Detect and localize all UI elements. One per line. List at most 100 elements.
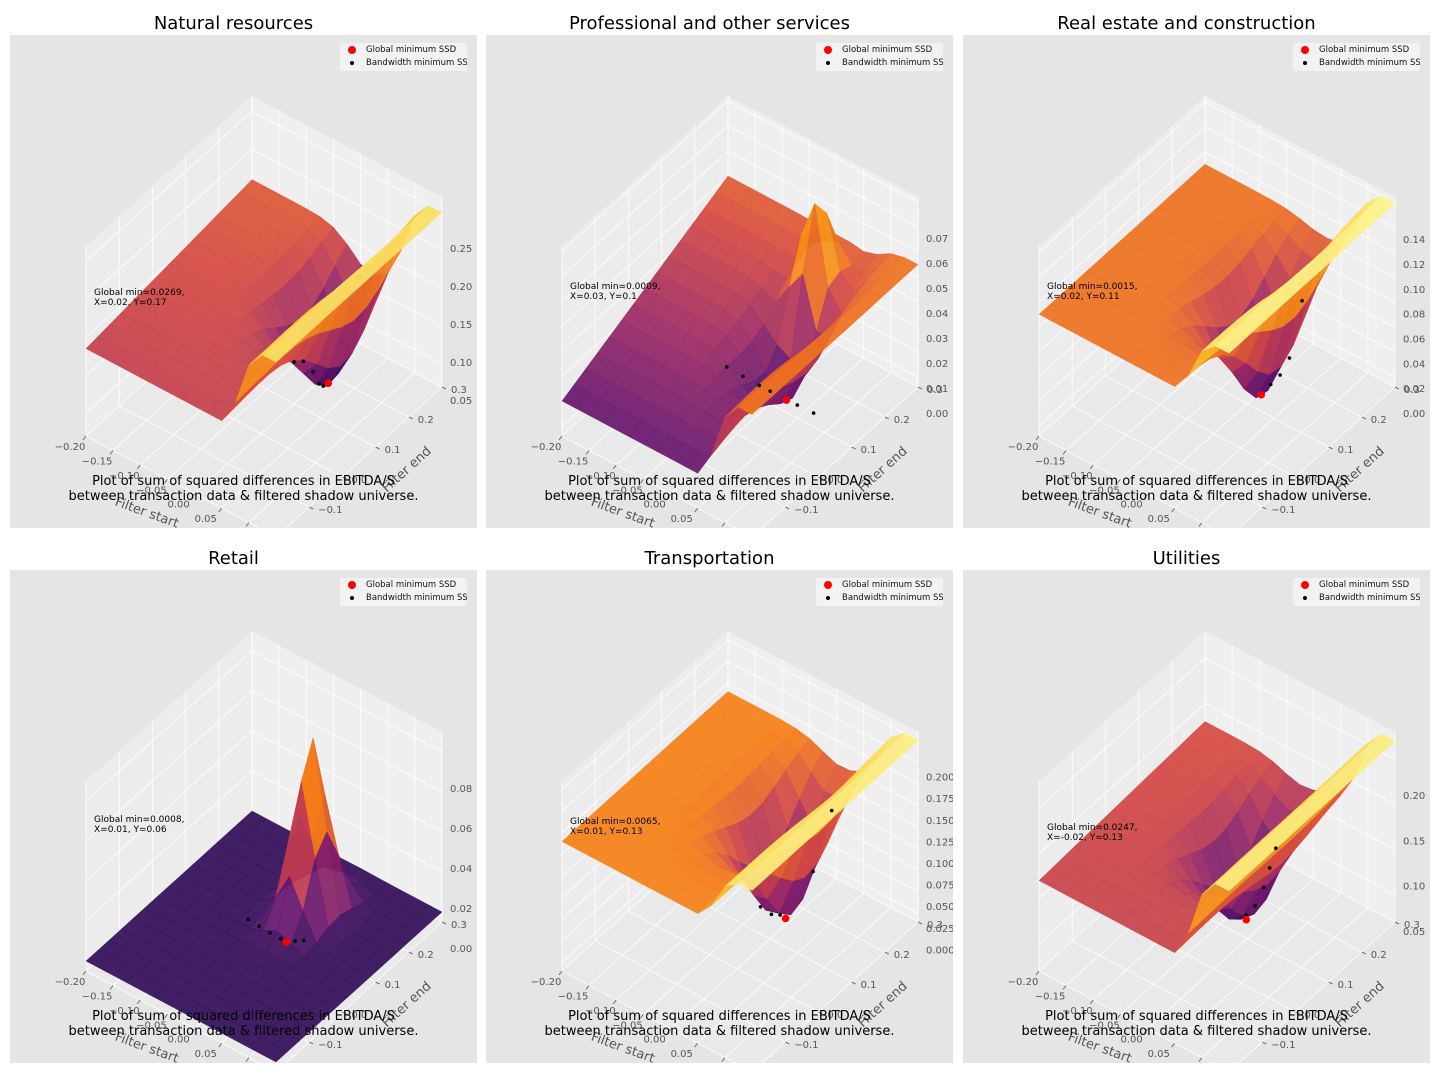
x-tick-label: −0.05: [1089, 1020, 1120, 1031]
x-tick-label: 0.05: [1148, 1049, 1170, 1060]
bandwidth-min-series: [1244, 846, 1278, 917]
pane-floor: [562, 821, 918, 1063]
surface-patch: [738, 872, 765, 891]
legend: Global minimum SSD Bandwidth minimum SSD: [1293, 43, 1420, 71]
legend-label-bandwidth-min: Bandwidth minimum SSD: [842, 593, 943, 603]
x-tick: [109, 450, 114, 455]
z-tick-label: 0.075: [926, 881, 953, 892]
legend-marker-global-min: [348, 581, 356, 589]
subplot-title: Utilities: [1152, 548, 1221, 569]
pane-floor: [1039, 286, 1395, 528]
bandwidth-min-point: [1274, 846, 1278, 850]
x-axis: −0.20−0.15−0.10−0.050.000.050.100.15Filt…: [55, 435, 250, 528]
x-tick-label: −0.10: [1062, 1006, 1093, 1017]
z-tick-label: 0.25: [450, 244, 472, 255]
y-tick-label: 0.2: [418, 950, 434, 961]
grid-line-y: [1071, 751, 1263, 1043]
y-tick: [441, 386, 447, 390]
y-tick-label: 0.1: [385, 980, 401, 991]
y-tick-label: 0.0: [351, 475, 367, 486]
x-tick: [1117, 1014, 1121, 1019]
z-tick-label: 0.00: [450, 944, 472, 955]
legend-label-global-min: Global minimum SSD: [366, 45, 457, 55]
x-tick: [558, 970, 563, 976]
surface-mesh: [85, 737, 443, 1063]
y-tick-label: 0.1: [861, 980, 877, 991]
x-tick: [1089, 999, 1094, 1005]
z-tick-label: 0.200: [926, 773, 953, 784]
annotation-value: Global min=0.0269,: [94, 288, 185, 298]
bandwidth-min-series: [292, 359, 326, 388]
subplot-professional-services: Professional and other services −0.20 −0.…: [476, 0, 953, 535]
grid-line-z: [85, 110, 443, 262]
grid-line-z: [561, 682, 919, 834]
z-axis: 0.050.100.150.200.25SSD of EBITDA/S: [450, 244, 472, 407]
z-axis: 0.000.010.020.030.040.050.060.07SSD of E…: [926, 234, 948, 420]
bandwidth-min-point: [301, 359, 306, 364]
x-tick: [1062, 985, 1067, 990]
grid-line-z: [85, 730, 443, 882]
x-tick: [164, 479, 168, 484]
legend: Global minimum SSD Bandwidth minimum SSD: [1293, 578, 1420, 606]
surface-plot-3d: −0.20−0.15−0.10−0.050.000.050.100.15Filt…: [55, 96, 472, 528]
z-tick-label: 0.05: [450, 396, 472, 407]
grid-line-z: [561, 150, 919, 302]
subplot-title: Natural resources: [153, 13, 314, 34]
bandwidth-min-point: [1253, 903, 1257, 908]
caption-line-1: Plot of sum of squared differences in EB…: [92, 1009, 395, 1024]
legend-label-global-min: Global minimum SSD: [1319, 45, 1410, 55]
y-tick: [785, 1041, 790, 1045]
bandwidth-min-point: [1287, 356, 1292, 360]
y-tick-label: 0.1: [385, 445, 401, 456]
x-tick-label: −0.05: [136, 485, 167, 496]
y-tick: [785, 506, 790, 510]
x-tick-label: −0.15: [1035, 991, 1066, 1002]
z-axis: 0.000 0.025 0.050 0.075 0.100 0.125 0.150 0.175…: [926, 773, 953, 957]
caption-line-2: between transaction data & filtered shad…: [544, 1024, 895, 1039]
x-tick: [1035, 970, 1040, 976]
x-tick-label: −0.05: [136, 1020, 167, 1031]
x-tick: [1171, 1042, 1176, 1048]
y-tick-label: 0.0: [351, 1010, 367, 1021]
grid-line-z: [85, 650, 443, 802]
y-tick: [1328, 981, 1333, 985]
legend-label-bandwidth-min: Bandwidth minimum SSD: [366, 58, 467, 68]
surface-mesh: [561, 175, 919, 474]
x-tick-label: −0.20: [55, 442, 86, 453]
z-tick-label: 0.06: [926, 259, 948, 270]
bandwidth-min-point: [769, 912, 774, 917]
x-tick: [245, 1057, 250, 1062]
surface-plot-3d: −0.20−0.15−0.10−0.050.000.050.100.15Filt…: [531, 631, 953, 1063]
x-tick: [218, 1042, 223, 1048]
x-tick-label: −0.10: [109, 471, 140, 482]
z-axis: 0.000.020.040.060.080.100.120.14SSD of E…: [1403, 235, 1425, 420]
z-tick-label: 0.00: [1403, 409, 1425, 420]
x-tick: [585, 985, 590, 990]
caption-line-2: between transaction data & filtered shad…: [68, 489, 419, 504]
global-min-point: [781, 914, 790, 923]
caption-line-1: Plot of sum of squared differences in EB…: [1045, 1009, 1348, 1024]
subplot-title: Transportation: [644, 548, 775, 569]
z-tick-label: 0.04: [926, 309, 948, 320]
bandwidth-min-point: [1268, 866, 1272, 870]
x-tick: [191, 1028, 195, 1033]
x-tick-label: 0.05: [195, 514, 217, 525]
x-tick: [1144, 493, 1148, 498]
x-tick: [640, 479, 644, 484]
pane-back: [252, 631, 442, 922]
surface-patch: [1215, 872, 1242, 892]
y-tick-label: 0.3: [927, 385, 943, 396]
y-tick: [309, 506, 314, 510]
z-tick-label: 0.01: [926, 384, 948, 395]
global-min-annotation: Global min=0.0008, X=0.01, Y=0.06: [94, 815, 184, 835]
bandwidth-min-point: [311, 370, 315, 374]
legend-label-bandwidth-min: Bandwidth minimum SSD: [1319, 593, 1420, 603]
grid-line-z: [1038, 101, 1396, 253]
global-min-annotation: Global min=0.0015, X=0.02, Y=0.11: [1047, 282, 1137, 302]
z-tick-label: 0.20: [1403, 791, 1425, 802]
y-tick: [1394, 386, 1400, 390]
x-tick-label: −0.15: [82, 456, 113, 467]
z-tick-label: 0.04: [450, 864, 472, 875]
grid-line-y: [118, 216, 310, 508]
y-tick-label: 0.2: [418, 415, 434, 426]
